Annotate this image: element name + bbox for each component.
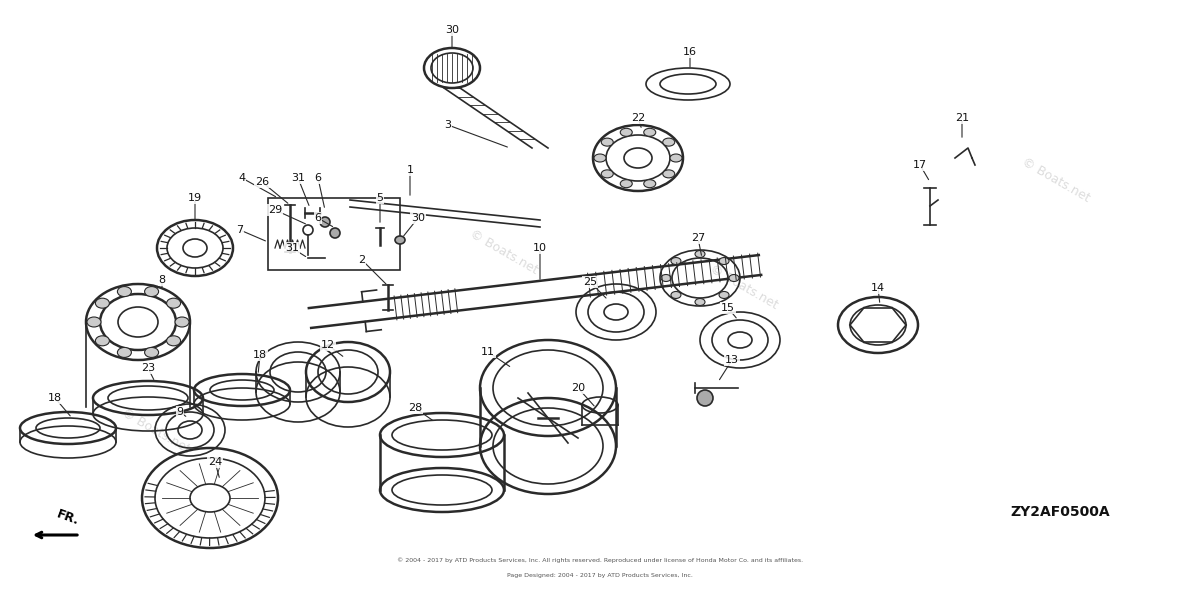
Ellipse shape (670, 154, 682, 162)
Ellipse shape (594, 154, 606, 162)
Text: 18: 18 (48, 393, 62, 403)
Text: 22: 22 (631, 113, 646, 123)
Ellipse shape (167, 336, 180, 346)
Ellipse shape (88, 317, 101, 327)
Ellipse shape (695, 298, 706, 305)
Ellipse shape (144, 286, 158, 297)
Bar (268, 198, 400, 270)
Ellipse shape (671, 292, 680, 298)
Ellipse shape (662, 170, 674, 178)
Ellipse shape (96, 298, 109, 308)
Ellipse shape (601, 138, 613, 146)
Text: 4: 4 (239, 173, 246, 183)
Text: 3: 3 (444, 120, 451, 130)
Text: 30: 30 (410, 213, 425, 223)
Text: 29: 29 (268, 205, 282, 215)
Text: 6: 6 (314, 173, 322, 183)
Text: 18: 18 (253, 350, 268, 360)
Text: 19: 19 (188, 193, 202, 203)
Text: 10: 10 (533, 243, 547, 253)
Text: FR.: FR. (55, 508, 82, 528)
Ellipse shape (643, 128, 655, 137)
Text: 27: 27 (691, 233, 706, 243)
Text: 26: 26 (254, 177, 269, 187)
Text: 31: 31 (292, 173, 305, 183)
Ellipse shape (395, 236, 406, 244)
Ellipse shape (643, 180, 655, 187)
Ellipse shape (118, 347, 132, 358)
Text: 30: 30 (445, 25, 458, 35)
Text: 11: 11 (481, 347, 496, 357)
Ellipse shape (118, 286, 132, 297)
Text: 8: 8 (158, 275, 166, 285)
Ellipse shape (320, 217, 330, 227)
Text: 5: 5 (377, 193, 384, 203)
Text: ZY2AF0500A: ZY2AF0500A (1010, 505, 1110, 519)
Ellipse shape (697, 390, 713, 406)
Text: 20: 20 (571, 383, 586, 393)
Ellipse shape (620, 128, 632, 137)
Text: © Boats.net: © Boats.net (708, 263, 780, 312)
Text: 31: 31 (286, 243, 299, 253)
Text: 25: 25 (583, 277, 598, 287)
Text: 16: 16 (683, 47, 697, 57)
Text: 15: 15 (721, 303, 734, 313)
Ellipse shape (719, 292, 730, 298)
Ellipse shape (601, 170, 613, 178)
Text: © Boats.net: © Boats.net (1020, 155, 1092, 204)
Ellipse shape (96, 336, 109, 346)
Text: 2: 2 (359, 255, 366, 265)
Text: 21: 21 (955, 113, 970, 123)
Text: © 2004 - 2017 by ATD Products Services, Inc. All rights reserved. Reproduced und: © 2004 - 2017 by ATD Products Services, … (397, 557, 803, 563)
Text: 9: 9 (176, 407, 184, 417)
Text: 13: 13 (725, 355, 739, 365)
Text: 24: 24 (208, 457, 222, 467)
Text: 6: 6 (314, 213, 322, 223)
Text: 12: 12 (320, 340, 335, 350)
Ellipse shape (671, 258, 680, 265)
Text: © Boats.net: © Boats.net (468, 227, 540, 276)
Ellipse shape (175, 317, 190, 327)
Ellipse shape (730, 274, 739, 282)
Text: 17: 17 (913, 160, 928, 170)
Text: 14: 14 (871, 283, 886, 293)
Text: 1: 1 (407, 165, 414, 175)
Ellipse shape (662, 138, 674, 146)
Ellipse shape (719, 258, 730, 265)
Ellipse shape (330, 228, 340, 238)
Ellipse shape (695, 250, 706, 258)
Ellipse shape (167, 298, 180, 308)
Text: 23: 23 (140, 363, 155, 373)
Ellipse shape (661, 274, 671, 282)
Text: © Boats.net: © Boats.net (120, 407, 192, 456)
Ellipse shape (620, 180, 632, 187)
Text: Page Designed: 2004 - 2017 by ATD Products Services, Inc.: Page Designed: 2004 - 2017 by ATD Produc… (508, 573, 692, 577)
Text: 28: 28 (408, 403, 422, 413)
Ellipse shape (144, 347, 158, 358)
Text: 7: 7 (236, 225, 244, 235)
